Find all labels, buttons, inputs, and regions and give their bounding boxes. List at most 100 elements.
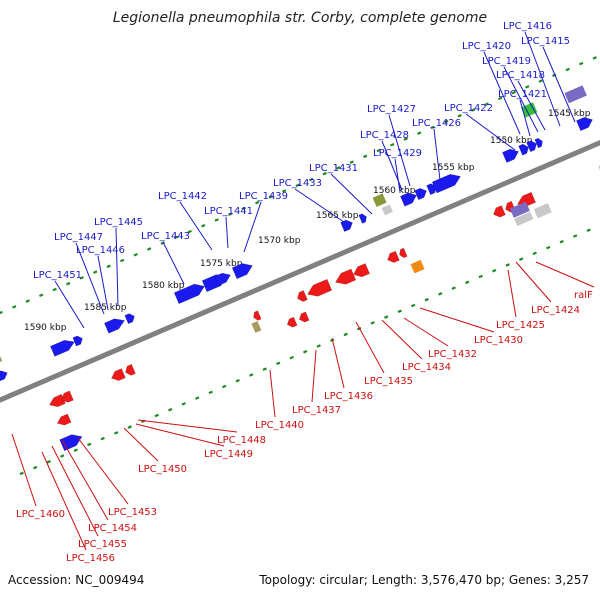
upper-tick-dot [106,264,111,269]
reverse-gene [353,263,370,278]
upper-tick-dot [444,119,449,124]
scale-tick-label: 1590 kbp [24,323,67,333]
forward-gene-label: LPC_1415 [521,36,570,47]
lower-tick-dot [46,460,51,464]
upper-tick-dot [592,56,597,60]
lower-tick-dot [222,384,227,389]
lower-tick-dot [235,378,240,383]
upper-tick-dot [417,131,422,135]
scale-tick-label: 1545 kbp [548,109,591,119]
forward-gene [0,370,8,382]
forward-callout-line [388,114,411,187]
forward-gene-label: LPC_1427 [367,104,416,115]
upper-tick-dot [147,247,152,251]
lower-tick-dot [492,268,497,273]
forward-gene-label: LPC_1428 [360,130,409,141]
forward-gene [576,117,593,132]
reverse-gene-label: LPC_1448 [217,435,266,446]
forward-callout-line [75,242,105,315]
forward-gene-label: LPC_1439 [239,191,288,202]
forward-gene [104,318,126,334]
gene-shape [576,117,593,132]
reverse-gene [111,368,126,381]
forward-gene-label: LPC_1422 [444,103,493,114]
reverse-gene-label: LPC_1440 [255,420,304,431]
upper-tick-dot [174,235,179,240]
lower-tick-dot [384,315,389,319]
upper-tick-dot [39,293,44,298]
upper-tick-dot [430,125,435,130]
feature-box [0,355,3,362]
reverse-callout-line [11,433,37,507]
forward-gene-label: LPC_1416 [503,21,552,32]
lower-tick-dot [195,396,200,400]
feature-shape [514,211,534,226]
gene-shape [214,272,231,286]
forward-callout-line [54,280,85,329]
upper-tick-dot [187,229,192,234]
feature-box [372,193,387,207]
upper-tick-dot [363,154,368,159]
scale-tick-label: 1570 kbp [258,236,301,246]
reverse-gene [298,311,310,323]
upper-tick-dot [322,171,327,176]
gene-shape [335,268,357,285]
reverse-gene-label: ralF [574,290,593,301]
upper-tick-dot [525,85,530,89]
reverse-gene [56,413,72,426]
forward-gene [526,140,537,153]
gene-shape [72,335,83,347]
feature-shape [0,355,3,362]
forward-callout-line [524,31,561,127]
forward-gene [124,313,135,325]
feature-box [381,204,393,216]
map-title: Legionella pneumophila str. Corby, compl… [112,10,488,26]
lower-tick-dot [276,361,281,366]
upper-tick-dot [471,108,476,112]
reverse-gene-label: LPC_1432 [428,349,477,360]
gene-shape [358,213,367,224]
scale-tick-label: 1585 kbp [84,303,127,313]
reverse-gene-label: LPC_1453 [108,507,157,518]
feature-box [509,201,530,218]
feature-shape [564,85,587,104]
gene-shape [399,247,408,259]
reverse-callout-line [403,317,449,347]
reverse-callout-line [515,261,552,303]
reverse-gene [307,278,333,297]
forward-gene-label: LPC_1446 [76,245,125,256]
forward-callout-line [115,227,119,307]
lower-tick-dot [316,344,321,348]
genome-summary-text: Topology: circular; Length: 3,576,470 bp… [259,573,589,587]
gene-shape [173,283,205,305]
gene-shape [526,140,537,153]
lower-tick-dot [559,240,564,244]
reverse-gene-label: LPC_1430 [474,335,523,346]
forward-gene-label: LPC_1429 [373,148,422,159]
forward-callout-line [394,158,401,193]
gene-shape [111,368,126,381]
forward-gene-label: LPC_1421 [498,89,547,100]
lower-tick-dot [114,431,119,435]
upper-tick-dot [52,287,57,292]
gene-shape [297,290,308,302]
lower-tick-dot [73,448,78,452]
lower-tick-dot [249,373,254,377]
gene-shape [502,148,519,163]
forward-gene-label: LPC_1442 [158,191,207,202]
reverse-callout-line [311,349,317,403]
lower-tick-dot [303,350,308,354]
feature-shape [509,201,530,218]
upper-tick-dot [336,166,341,170]
feature-shape [410,259,425,274]
lower-tick-dot [127,425,132,429]
reverse-gene [387,250,400,263]
upper-tick-dot [282,189,287,193]
forward-callout-line [517,80,546,131]
reverse-gene [517,191,536,207]
feature-box [521,102,538,118]
lower-tick-dot [208,390,213,395]
feature-shape [251,321,262,333]
upper-tick-dot [120,258,125,263]
lower-tick-dot [451,286,456,290]
